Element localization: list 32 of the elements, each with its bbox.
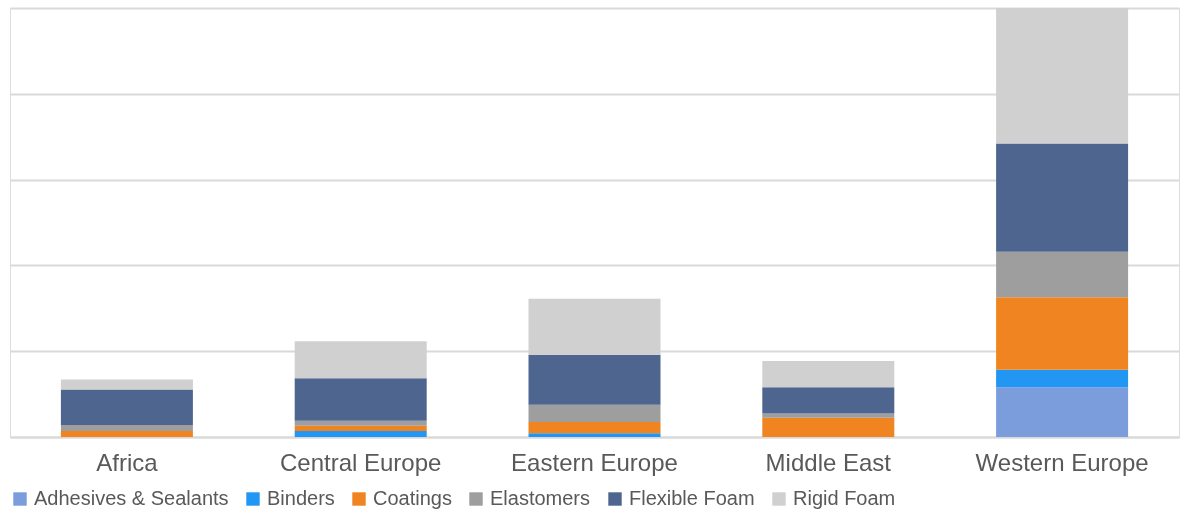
bar xyxy=(528,433,661,437)
bar xyxy=(294,430,427,437)
bar xyxy=(60,430,193,437)
x-tick-label: Central Europe xyxy=(279,448,442,476)
bar xyxy=(996,297,1129,370)
bar xyxy=(762,361,895,388)
bar xyxy=(294,378,427,421)
bar xyxy=(996,143,1129,252)
bar xyxy=(294,420,427,426)
bar xyxy=(996,251,1129,298)
legend-label: Flexible Foam xyxy=(629,487,755,509)
x-tick-label: Eastern Europe xyxy=(511,448,678,476)
bar xyxy=(762,387,895,414)
bar xyxy=(762,413,895,418)
legend-label: Adhesives & Sealants xyxy=(34,487,229,509)
bar xyxy=(60,389,193,425)
legend-label: Elastomers xyxy=(490,487,591,509)
legend-label: Binders xyxy=(267,487,335,509)
bar xyxy=(528,421,661,434)
x-tick-label: Africa xyxy=(96,448,159,476)
bar xyxy=(528,354,661,405)
bar xyxy=(60,424,193,431)
bar xyxy=(528,404,661,422)
legend-label: Coatings xyxy=(373,487,452,509)
bar xyxy=(60,379,193,390)
bar xyxy=(996,387,1129,437)
bar xyxy=(996,369,1129,388)
bar xyxy=(294,425,427,431)
x-tick-label: Middle East xyxy=(765,448,892,476)
bar xyxy=(762,417,895,437)
x-tick-label: Western Europe xyxy=(975,448,1149,476)
legend-label: Rigid Foam xyxy=(793,487,896,509)
